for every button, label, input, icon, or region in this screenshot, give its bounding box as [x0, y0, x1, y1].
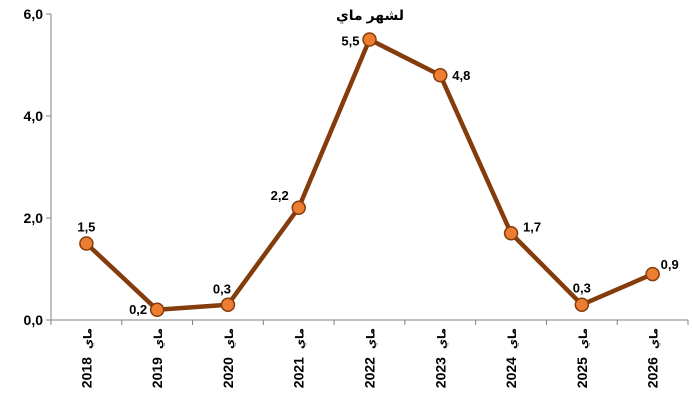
x-tick-year: 2021 [291, 357, 307, 388]
data-label: 0,9 [661, 257, 679, 272]
data-point-marker [362, 32, 377, 47]
data-point-marker [433, 67, 448, 83]
data-point-marker [149, 302, 165, 318]
x-tick-label: 2021 ماي [291, 328, 307, 388]
y-tick-label: 2,0 [24, 210, 44, 226]
x-tick-month: ماي [295, 328, 307, 349]
x-tick-month: ماي [578, 328, 590, 349]
x-tick-label: 2022 ماي [362, 328, 378, 388]
x-tick-month: ماي [507, 328, 519, 349]
data-label: 5,5 [341, 34, 359, 49]
x-tick-year: 2022 [362, 357, 378, 388]
data-label: 1,5 [77, 220, 95, 235]
x-tick-label: 2019 ماي [149, 328, 165, 388]
x-tick-month: ماي [224, 328, 236, 349]
x-tick-label: 2018 ماي [78, 328, 94, 388]
data-point-marker [645, 266, 660, 282]
x-tick-month: ماي [436, 328, 448, 349]
x-tick-year: 2018 [78, 357, 94, 388]
data-point-marker [291, 200, 306, 216]
x-tick-year: 2026 [645, 357, 661, 388]
chart-title-line: لشهر ماي [336, 7, 404, 25]
data-label: 4,8 [452, 68, 470, 83]
x-tick-year: 2024 [503, 357, 519, 388]
y-tick-label: 6,0 [24, 6, 44, 22]
data-point-marker [220, 297, 236, 312]
x-tick-year: 2020 [220, 357, 236, 388]
series-line [84, 37, 655, 313]
x-tick-year: 2019 [149, 357, 165, 388]
data-point-marker [79, 236, 94, 251]
data-label: 0,2 [129, 302, 147, 317]
x-tick-label: 2023 ماي [432, 328, 448, 388]
x-tick-label: 2020 ماي [220, 328, 236, 388]
x-tick-label: 2026 ماي [645, 328, 661, 388]
x-tick-label: 2025 ماي [574, 328, 590, 388]
data-point-marker [574, 297, 590, 312]
y-tick-label: 4,0 [24, 108, 44, 124]
y-tick-label: 0,0 [24, 312, 44, 328]
x-tick-year: 2025 [574, 357, 590, 388]
data-label: 2,2 [271, 188, 289, 203]
x-tick-month: ماي [366, 328, 378, 349]
x-tick-month: ماي [82, 328, 94, 349]
data-label: 0,3 [573, 281, 591, 296]
data-point-marker [503, 226, 519, 241]
x-tick-label: 2024 ماي [503, 328, 519, 388]
x-tick-month: ماي [649, 328, 661, 349]
x-tick-month: ماي [153, 328, 165, 349]
x-tick-year: 2023 [432, 357, 448, 388]
data-label: 0,3 [213, 282, 231, 297]
data-label: 1,7 [523, 219, 541, 234]
